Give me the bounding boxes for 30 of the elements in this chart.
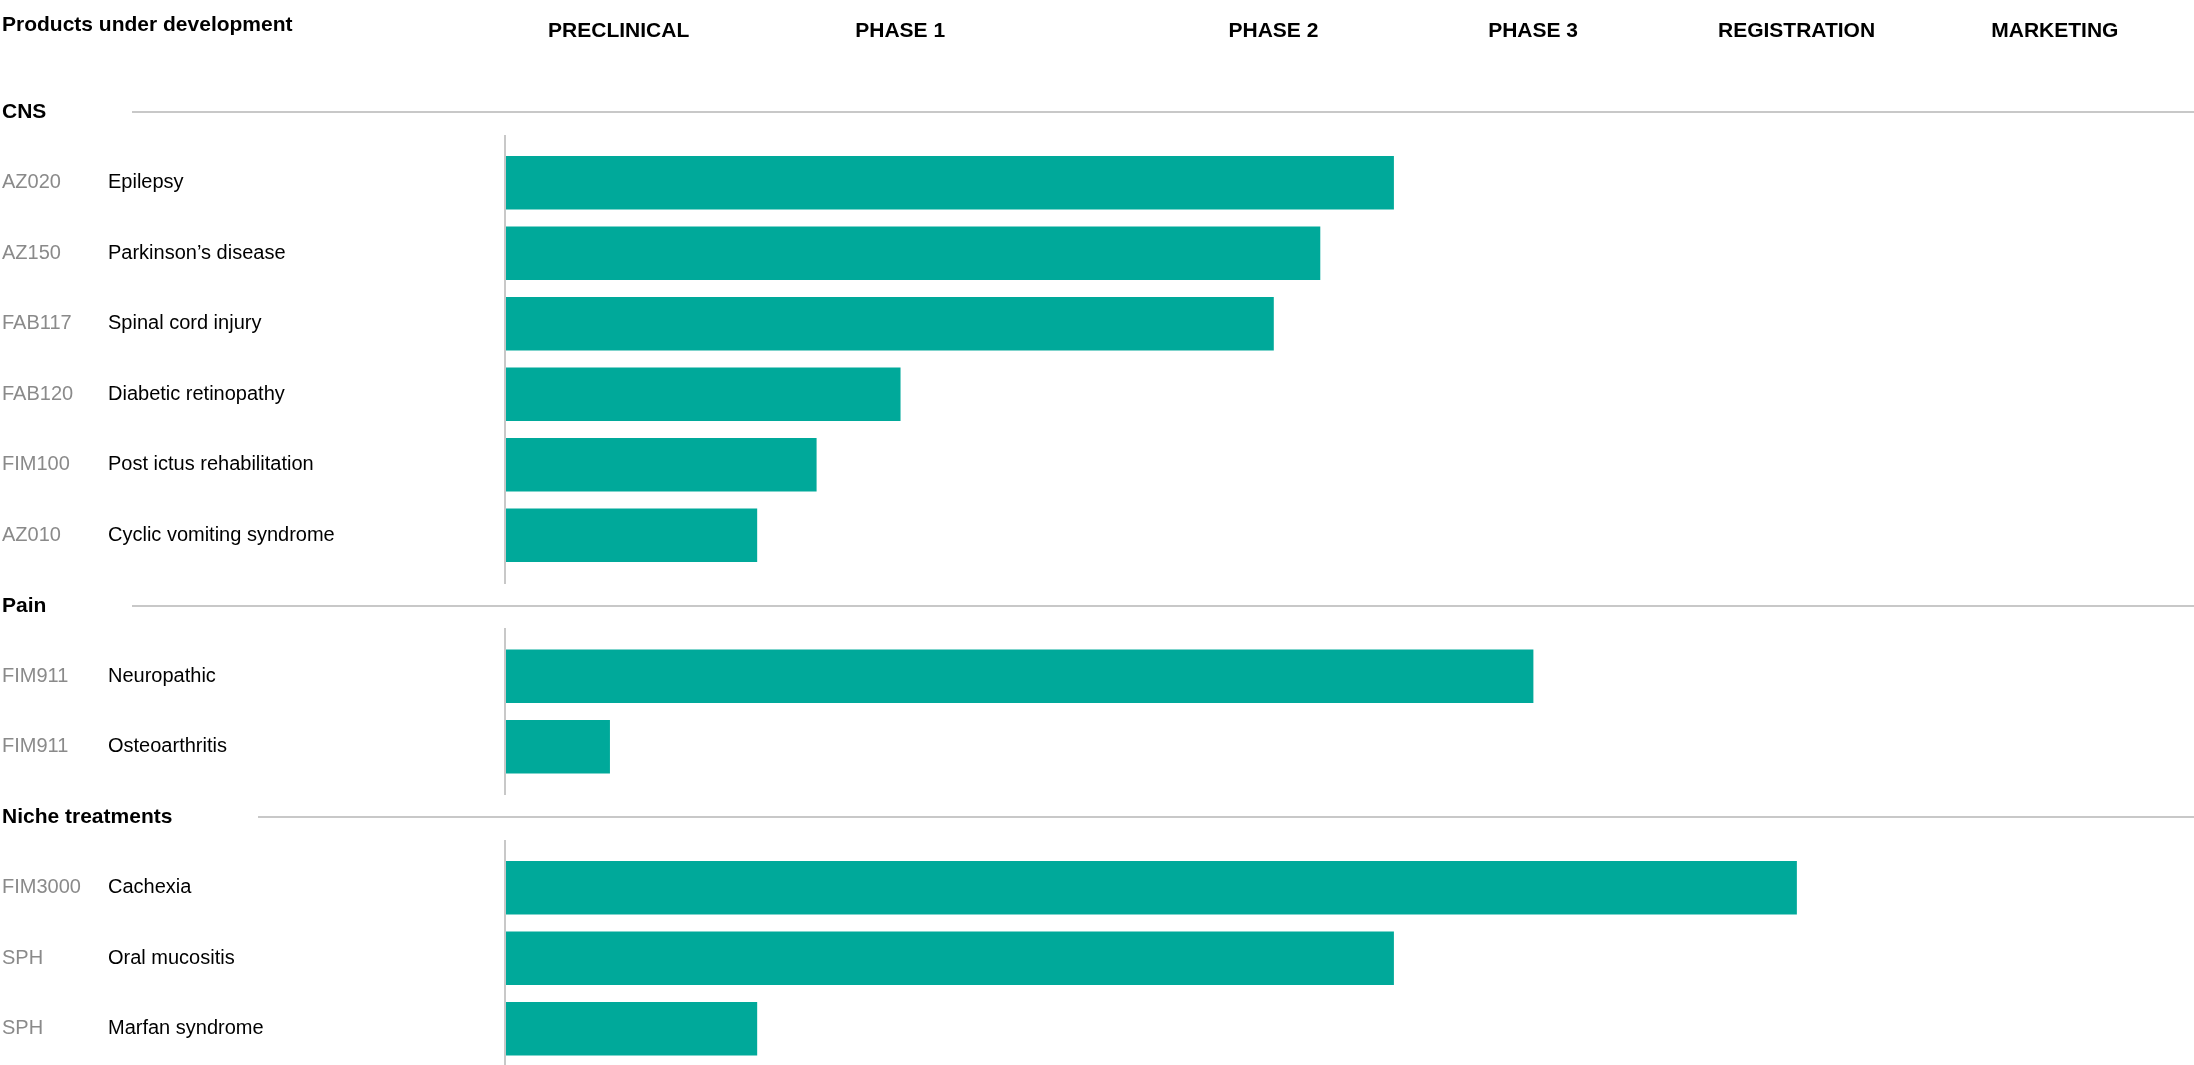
text: REGISTRATION: [1717, 17, 1876, 41]
text: PHASE 1: [855, 17, 946, 41]
bar: [505, 508, 758, 563]
bar: [505, 367, 901, 422]
category-label: FIM911 Neuropathic: [2, 663, 216, 686]
bar: [505, 931, 1394, 986]
text: PHASE 3: [1488, 17, 1578, 41]
bar: [505, 860, 1797, 915]
category-label: AZ150 Parkinson’s disease: [2, 240, 286, 263]
category-label: SPH Oral mucositis: [2, 945, 235, 968]
bar: [505, 437, 817, 492]
category-label: AZ010 Cyclic vomiting syndrome: [2, 522, 335, 545]
category-label: FIM100 Post ictus rehabilitation: [2, 452, 314, 475]
text: Products under development: [2, 11, 293, 35]
y-tick-label: CNS: [2, 99, 47, 123]
category-label: AZ020 Epilepsy: [2, 170, 184, 193]
bar: [505, 1001, 758, 1056]
text: MARKETING: [1991, 17, 2119, 41]
category-label: FIM3000 Cachexia: [2, 875, 192, 898]
bar: [505, 296, 1274, 351]
text: PRECLINICAL: [548, 17, 690, 41]
text: PHASE 2: [1228, 17, 1319, 41]
bar: [505, 226, 1321, 281]
y-tick-label: Pain: [2, 592, 47, 616]
category-label: SPH Marfan syndrome: [2, 1016, 264, 1039]
category-label: FAB117 Spinal cord injury: [2, 311, 262, 334]
category-label: FIM911 Osteoarthritis: [2, 734, 227, 757]
bar: [505, 155, 1394, 210]
category-label: FAB120 Diabetic retinopathy: [2, 381, 285, 404]
y-tick-label: Niche treatments: [2, 804, 173, 828]
